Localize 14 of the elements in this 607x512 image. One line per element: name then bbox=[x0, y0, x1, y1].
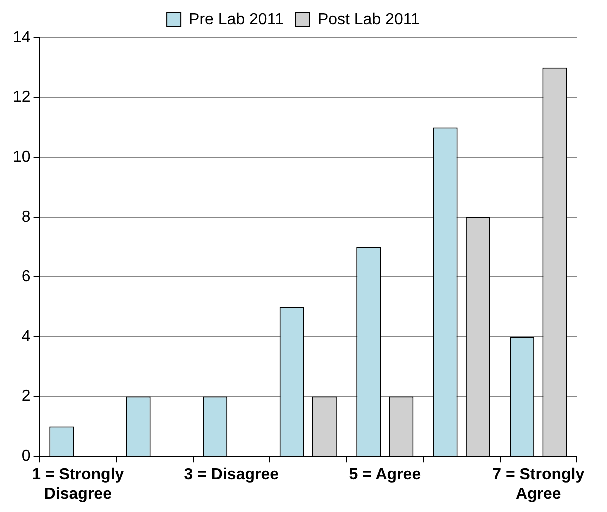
y-tick-label: 6 bbox=[22, 268, 31, 286]
legend-label: Post Lab 2011 bbox=[318, 11, 420, 28]
y-tick-label: 4 bbox=[22, 328, 31, 346]
y-tick-label: 8 bbox=[22, 208, 31, 226]
y-tick-label: 12 bbox=[13, 89, 31, 106]
legend-label: Pre Lab 2011 bbox=[189, 11, 284, 28]
y-tick-label: 0 bbox=[22, 448, 31, 466]
x-tick-label: 7 = Strongly Agree bbox=[492, 466, 585, 503]
y-tick-label: 10 bbox=[13, 149, 31, 166]
y-tick-label: 14 bbox=[13, 29, 31, 46]
x-tick-label: 3 = Disagree bbox=[184, 466, 280, 484]
y-tick-label: 2 bbox=[22, 388, 31, 406]
x-tick-label: 5 = Agree bbox=[349, 466, 422, 484]
x-tick-label: 1 = Strongly Disagree bbox=[32, 466, 124, 503]
